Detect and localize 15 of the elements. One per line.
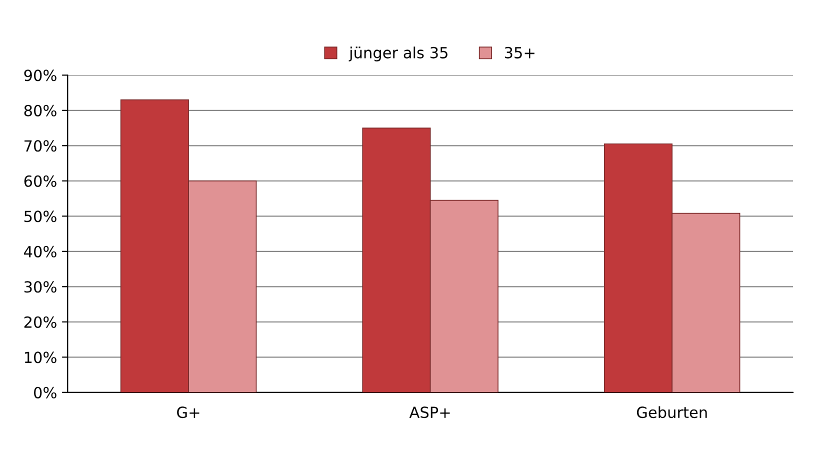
y-tick-label: 40% <box>24 246 56 258</box>
y-tick-label: 80% <box>24 104 56 116</box>
x-tick-label: G+ <box>177 406 200 418</box>
y-tick-label: 0% <box>34 386 56 398</box>
y-tick-label: 70% <box>24 140 56 152</box>
x-tick-label: ASP+ <box>409 406 450 418</box>
y-tick-label: 90% <box>24 70 56 82</box>
legend-label: 35+ <box>504 46 534 58</box>
y-tick-label: 10% <box>24 352 56 364</box>
y-tick-label: 30% <box>24 281 56 293</box>
x-tick-label: Geburten <box>636 406 707 418</box>
y-tick-label: 50% <box>24 210 56 222</box>
legend-label: jünger als 35 <box>348 46 448 62</box>
y-tick-label: 20% <box>24 316 56 328</box>
y-tick-label: 60% <box>24 175 56 187</box>
